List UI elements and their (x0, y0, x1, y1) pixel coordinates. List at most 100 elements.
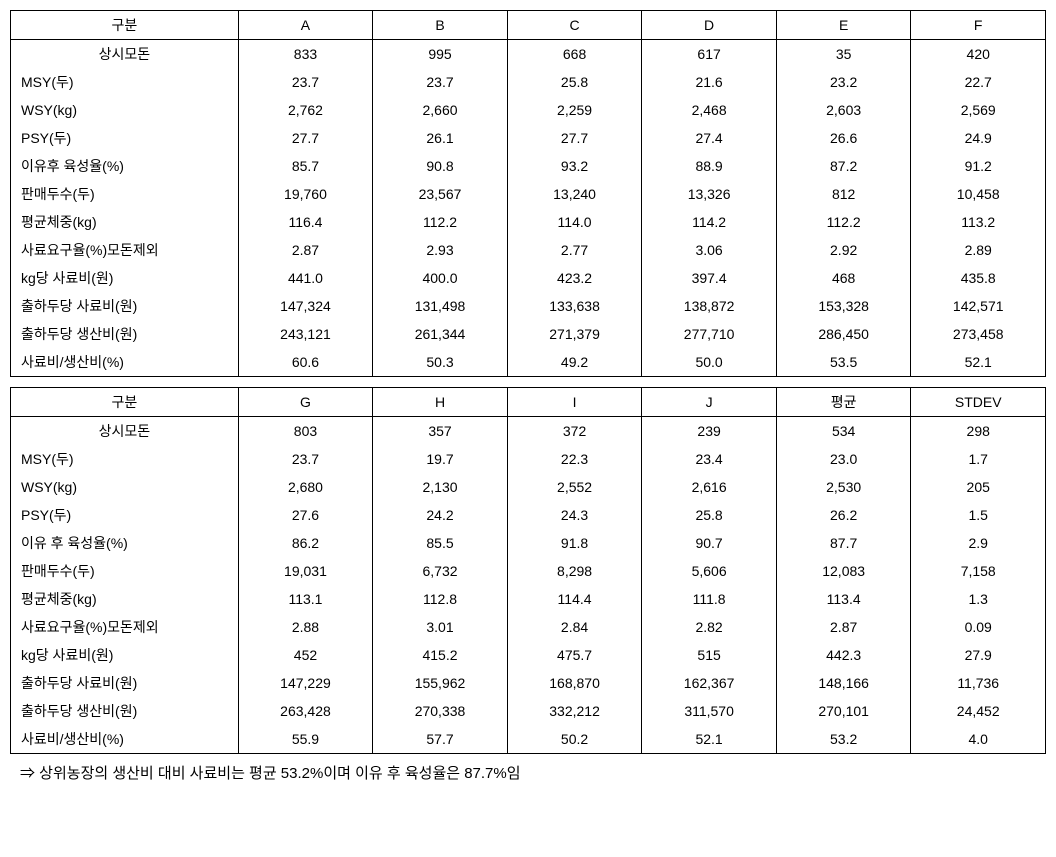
cell: 116.4 (238, 208, 373, 236)
row-label: 판매두수(두) (11, 557, 239, 585)
cell: 113.1 (238, 585, 373, 613)
cell: 23.7 (238, 68, 373, 96)
cell: 263,428 (238, 697, 373, 725)
cell: 803 (238, 417, 373, 446)
cell: 2,680 (238, 473, 373, 501)
cell: 2,603 (776, 96, 911, 124)
row-label: 사료요구율(%)모돈제외 (11, 236, 239, 264)
cell: 2,259 (507, 96, 642, 124)
cell: 1.5 (911, 501, 1046, 529)
cell: 24.3 (507, 501, 642, 529)
row-label: 상시모돈 (11, 40, 239, 69)
row-label: MSY(두) (11, 445, 239, 473)
cell: 23.2 (776, 68, 911, 96)
cell: 7,158 (911, 557, 1046, 585)
cell: 2,130 (373, 473, 508, 501)
cell: 93.2 (507, 152, 642, 180)
cell: 420 (911, 40, 1046, 69)
cell: 441.0 (238, 264, 373, 292)
cell: 271,379 (507, 320, 642, 348)
cell: 27.4 (642, 124, 777, 152)
cell: 2.92 (776, 236, 911, 264)
cell: 19,760 (238, 180, 373, 208)
cell: 2,552 (507, 473, 642, 501)
cell: 995 (373, 40, 508, 69)
row-label: kg당 사료비(원) (11, 641, 239, 669)
cell: 1.3 (911, 585, 1046, 613)
cell: 273,458 (911, 320, 1046, 348)
cell: 261,344 (373, 320, 508, 348)
cell: 27.7 (238, 124, 373, 152)
row-label: WSY(kg) (11, 96, 239, 124)
cell: 26.6 (776, 124, 911, 152)
cell: 468 (776, 264, 911, 292)
cell: 55.9 (238, 725, 373, 754)
cell: 113.2 (911, 208, 1046, 236)
row-label: 출하두당 사료비(원) (11, 292, 239, 320)
cell: 4.0 (911, 725, 1046, 754)
cell: 131,498 (373, 292, 508, 320)
cell: 148,166 (776, 669, 911, 697)
cell: 23.7 (373, 68, 508, 96)
cell: 111.8 (642, 585, 777, 613)
cell: 57.7 (373, 725, 508, 754)
row-label: PSY(두) (11, 124, 239, 152)
cell: 86.2 (238, 529, 373, 557)
row-label: MSY(두) (11, 68, 239, 96)
cell: 49.2 (507, 348, 642, 377)
cell: 19,031 (238, 557, 373, 585)
cell: 91.8 (507, 529, 642, 557)
cell: 2.87 (238, 236, 373, 264)
row-label: PSY(두) (11, 501, 239, 529)
header-col: 평균 (776, 388, 911, 417)
cell: 415.2 (373, 641, 508, 669)
cell: 2,762 (238, 96, 373, 124)
row-label: 이유 후 육성율(%) (11, 529, 239, 557)
row-label: 상시모돈 (11, 417, 239, 446)
cell: 2.82 (642, 613, 777, 641)
cell: 88.9 (642, 152, 777, 180)
cell: 162,367 (642, 669, 777, 697)
cell: 0.09 (911, 613, 1046, 641)
cell: 112.8 (373, 585, 508, 613)
cell: 50.3 (373, 348, 508, 377)
row-label: kg당 사료비(원) (11, 264, 239, 292)
cell: 8,298 (507, 557, 642, 585)
cell: 423.2 (507, 264, 642, 292)
cell: 23.0 (776, 445, 911, 473)
cell: 23.4 (642, 445, 777, 473)
header-col: D (642, 11, 777, 40)
cell: 332,212 (507, 697, 642, 725)
row-label: 이유후 육성율(%) (11, 152, 239, 180)
cell: 142,571 (911, 292, 1046, 320)
cell: 52.1 (911, 348, 1046, 377)
cell: 90.8 (373, 152, 508, 180)
cell: 515 (642, 641, 777, 669)
cell: 24.9 (911, 124, 1046, 152)
cell: 168,870 (507, 669, 642, 697)
header-col: B (373, 11, 508, 40)
cell: 27.7 (507, 124, 642, 152)
cell: 35 (776, 40, 911, 69)
header-col: C (507, 11, 642, 40)
cell: 435.8 (911, 264, 1046, 292)
cell: 21.6 (642, 68, 777, 96)
cell: 668 (507, 40, 642, 69)
cell: 114.4 (507, 585, 642, 613)
cell: 26.2 (776, 501, 911, 529)
cell: 286,450 (776, 320, 911, 348)
cell: 87.2 (776, 152, 911, 180)
header-col: I (507, 388, 642, 417)
cell: 475.7 (507, 641, 642, 669)
cell: 87.7 (776, 529, 911, 557)
cell: 23.7 (238, 445, 373, 473)
farm-table-1: 구분ABCDEF상시모돈83399566861735420MSY(두)23.72… (10, 10, 1046, 377)
cell: 27.9 (911, 641, 1046, 669)
cell: 270,101 (776, 697, 911, 725)
cell: 2,530 (776, 473, 911, 501)
cell: 155,962 (373, 669, 508, 697)
cell: 372 (507, 417, 642, 446)
cell: 298 (911, 417, 1046, 446)
cell: 357 (373, 417, 508, 446)
header-col: F (911, 11, 1046, 40)
